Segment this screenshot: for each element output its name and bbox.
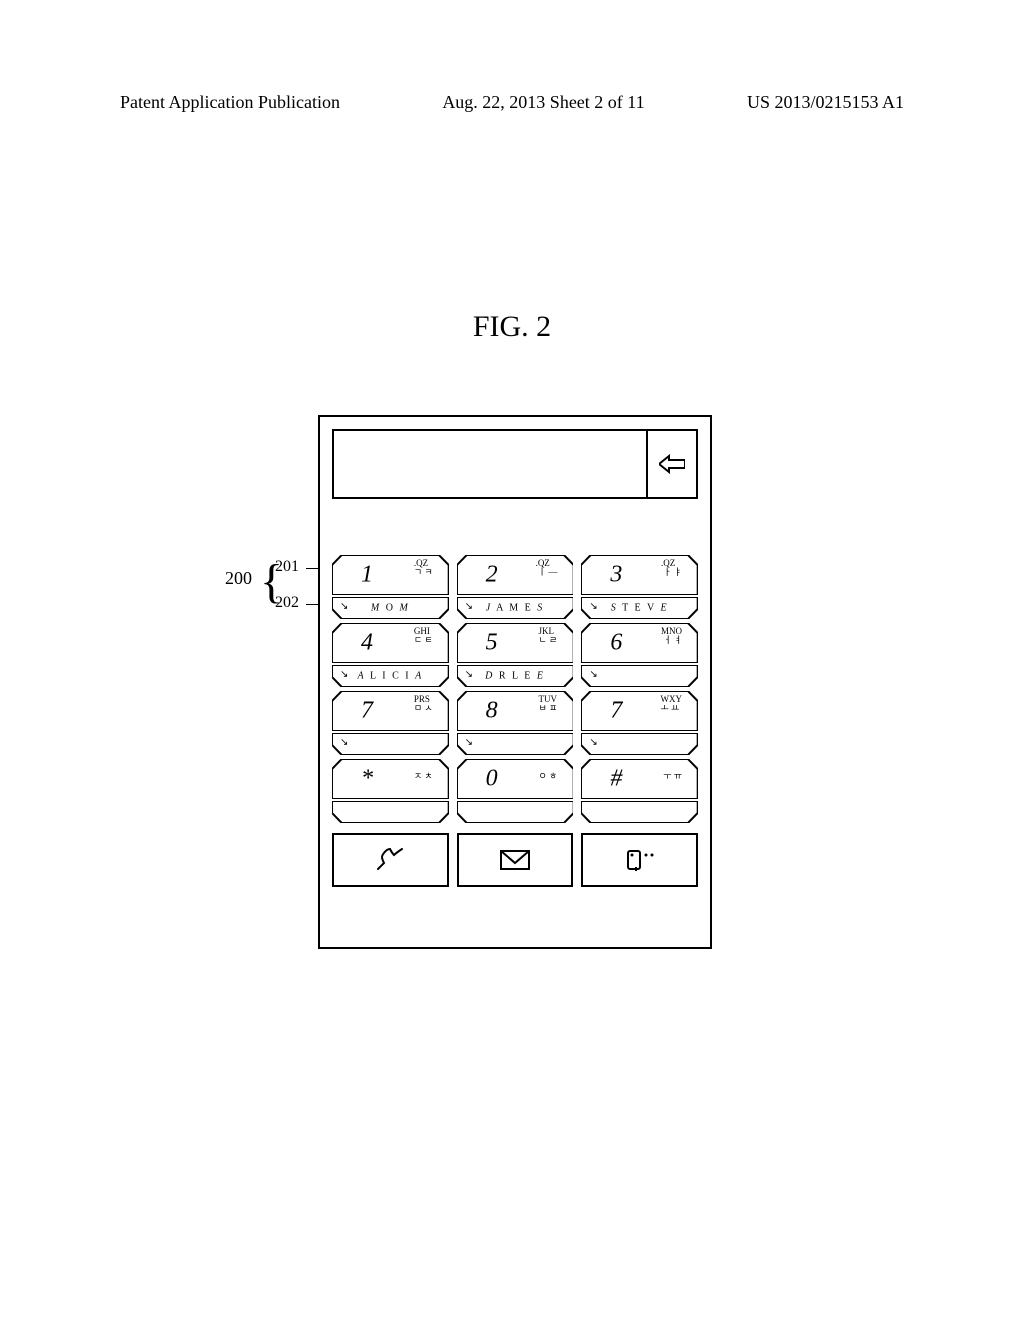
key-digit: * xyxy=(361,766,373,793)
call-icon xyxy=(372,845,408,875)
action-row xyxy=(332,833,698,887)
key-digit: 8 xyxy=(486,698,498,725)
key-3-1[interactable]: 0 ㅇ ㅎ xyxy=(457,759,574,823)
call-button[interactable] xyxy=(332,833,449,887)
key-digit: 1 xyxy=(361,562,373,589)
figure-title: FIG. 2 xyxy=(0,310,1024,344)
header-left: Patent Application Publication xyxy=(120,92,340,113)
key-contact-strip[interactable]: ↘ xyxy=(332,733,449,755)
key-digit: 0 xyxy=(486,766,498,793)
header-right: US 2013/0215153 A1 xyxy=(747,92,904,113)
key-contact-strip[interactable]: ↘A L I C I A xyxy=(332,665,449,687)
key-contact: A L I C I A xyxy=(332,671,449,682)
key-sub: WXY ㅗ ㅛ xyxy=(661,695,683,713)
key-3-0[interactable]: * ㅈ ㅊ xyxy=(332,759,449,823)
key-digit: 2 xyxy=(486,562,498,589)
key-bottom-blank xyxy=(457,801,574,823)
key-digit: 7 xyxy=(361,698,373,725)
fold-mark-icon: ↘ xyxy=(589,669,597,680)
key-sub: ㅇ ㅎ xyxy=(539,763,558,781)
keypad-row: 1 .QZ ㄱ ㅋ ↘M O M 2 .QZ ㅣ — ↘J A M E S 3 .QZ… xyxy=(332,555,698,619)
key-digit: # xyxy=(610,766,622,793)
key-1-1[interactable]: 5 JKL ㄴ ㄹ ↘D R L E E xyxy=(457,623,574,687)
device-frame: 1.QZ ㄱ ㅋ ↘M O M 2.QZ ㅣ — ↘J A M E S 3.QZ… xyxy=(318,415,712,949)
key-face[interactable]: 5 JKL ㄴ ㄹ xyxy=(457,623,574,663)
key-face[interactable]: 8 TUV ㅂ ㅍ xyxy=(457,691,574,731)
key-contact-strip[interactable]: ↘ xyxy=(581,733,698,755)
key-contact-strip[interactable]: ↘ xyxy=(581,665,698,687)
key-sub: PRS ㅁ ㅅ xyxy=(414,695,433,713)
display-area xyxy=(332,429,698,499)
fold-mark-icon: ↘ xyxy=(589,737,597,748)
key-contact-strip[interactable]: ↘J A M E S xyxy=(457,597,574,619)
ref-200: 200 xyxy=(225,568,252,589)
key-face[interactable]: 7 PRS ㅁ ㅅ xyxy=(332,691,449,731)
keypad-row: * ㅈ ㅊ 0 ㅇ ㅎ # ㅜ ㅠ xyxy=(332,759,698,823)
key-3-2[interactable]: # ㅜ ㅠ xyxy=(581,759,698,823)
key-face[interactable]: 6 MNO ㅓ ㅕ xyxy=(581,623,698,663)
key-digit: 5 xyxy=(486,630,498,657)
keypad: 1.QZ ㄱ ㅋ ↘M O M 2.QZ ㅣ — ↘J A M E S 3.QZ… xyxy=(332,555,698,935)
key-sub: ㅜ ㅠ xyxy=(663,763,682,781)
key-digit: 4 xyxy=(361,630,373,657)
key-sub: TUV ㅂ ㅍ xyxy=(539,695,558,713)
back-arrow-icon xyxy=(659,454,685,474)
key-digit: 7 xyxy=(610,698,622,725)
key-face[interactable]: 4 GHI ㄷ ㅌ xyxy=(332,623,449,663)
ref-201: 201 xyxy=(275,558,299,576)
fold-mark-icon: ↘ xyxy=(340,737,348,748)
key-2-1[interactable]: 8 TUV ㅂ ㅍ ↘ xyxy=(457,691,574,755)
key-face[interactable]: 3 .QZ ㅏ ㅑ xyxy=(581,555,698,595)
key-sub: .QZ ㄱ ㅋ xyxy=(414,559,433,577)
fold-mark-icon: ↘ xyxy=(465,737,473,748)
key-face[interactable]: * ㅈ ㅊ xyxy=(332,759,449,799)
key-face[interactable]: 2 .QZ ㅣ — xyxy=(457,555,574,595)
key-contact: J A M E S xyxy=(457,603,574,614)
keypad-row: 7 PRS ㅁ ㅅ ↘ 8 TUV ㅂ ㅍ ↘ 7 WXY ㅗ ㅛ ↘ xyxy=(332,691,698,755)
key-contact-strip[interactable]: ↘S T E V E xyxy=(581,597,698,619)
key-sub: .QZ ㅣ — xyxy=(536,559,558,577)
key-contact-strip[interactable]: ↘ xyxy=(457,733,574,755)
ref-202: 202 xyxy=(275,594,299,612)
backspace-button[interactable] xyxy=(646,429,698,499)
key-sub: .QZ ㅏ ㅑ xyxy=(661,559,682,577)
key-contact: S T E V E xyxy=(581,603,698,614)
key-sub: MNO ㅓ ㅕ xyxy=(661,627,682,645)
key-sub: JKL ㄴ ㄹ xyxy=(539,627,558,645)
key-bottom-blank xyxy=(581,801,698,823)
key-contact-strip[interactable]: ↘M O M xyxy=(332,597,449,619)
message-icon xyxy=(497,845,533,875)
message-button[interactable] xyxy=(457,833,574,887)
key-face[interactable]: 7 WXY ㅗ ㅛ xyxy=(581,691,698,731)
key-digit: 3 xyxy=(610,562,622,589)
key-0-0[interactable]: 1 .QZ ㄱ ㅋ ↘M O M xyxy=(332,555,449,619)
voicemail-button[interactable] xyxy=(581,833,698,887)
key-bottom-blank xyxy=(332,801,449,823)
voicemail-icon xyxy=(622,845,658,875)
key-sub: GHI ㄷ ㅌ xyxy=(414,627,433,645)
key-face[interactable]: 0 ㅇ ㅎ xyxy=(457,759,574,799)
keypad-row: 4GHI ㄷ ㅌ ↘A L I C I A 5JKL ㄴ ㄹ ↘D R L E … xyxy=(332,623,698,687)
key-1-2[interactable]: 6 MNO ㅓ ㅕ ↘ xyxy=(581,623,698,687)
key-sub: ㅈ ㅊ xyxy=(414,763,433,781)
key-1-0[interactable]: 4 GHI ㄷ ㅌ ↘A L I C I A xyxy=(332,623,449,687)
doc-header: Patent Application Publication Aug. 22, … xyxy=(120,92,904,113)
key-face[interactable]: # ㅜ ㅠ xyxy=(581,759,698,799)
key-contact: M O M xyxy=(332,603,449,614)
key-face[interactable]: 1 .QZ ㄱ ㅋ xyxy=(332,555,449,595)
key-0-2[interactable]: 3 .QZ ㅏ ㅑ ↘S T E V E xyxy=(581,555,698,619)
key-digit: 6 xyxy=(610,630,622,657)
header-center: Aug. 22, 2013 Sheet 2 of 11 xyxy=(442,92,644,113)
key-2-2[interactable]: 7 WXY ㅗ ㅛ ↘ xyxy=(581,691,698,755)
key-2-0[interactable]: 7 PRS ㅁ ㅅ ↘ xyxy=(332,691,449,755)
key-0-1[interactable]: 2 .QZ ㅣ — ↘J A M E S xyxy=(457,555,574,619)
key-contact-strip[interactable]: ↘D R L E E xyxy=(457,665,574,687)
number-display[interactable] xyxy=(332,429,646,499)
key-contact: D R L E E xyxy=(457,671,574,682)
